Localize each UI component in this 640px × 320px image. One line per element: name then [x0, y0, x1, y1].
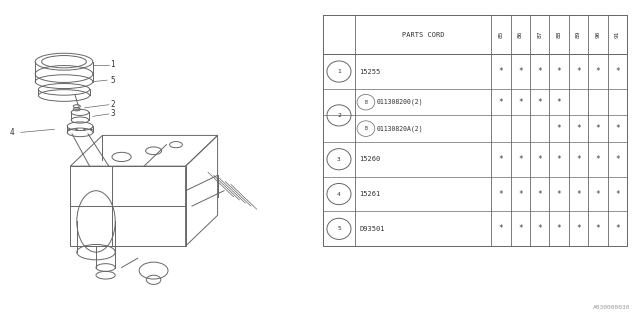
Text: 85: 85	[499, 31, 503, 38]
Text: B: B	[364, 126, 367, 131]
Text: *: *	[557, 67, 561, 76]
Text: *: *	[557, 98, 561, 107]
Text: 2: 2	[111, 100, 115, 109]
Text: *: *	[557, 189, 561, 198]
Text: *: *	[596, 67, 600, 76]
Text: 5: 5	[111, 76, 115, 84]
Text: *: *	[576, 224, 581, 233]
Text: *: *	[499, 155, 503, 164]
Text: *: *	[615, 67, 620, 76]
Text: *: *	[538, 155, 542, 164]
Text: 15261: 15261	[360, 191, 381, 197]
Text: 15255: 15255	[360, 68, 381, 75]
Text: *: *	[518, 67, 522, 76]
Text: A030000030: A030000030	[593, 305, 630, 310]
Text: *: *	[538, 98, 542, 107]
Text: 3: 3	[337, 157, 341, 162]
Text: 3: 3	[111, 109, 115, 118]
Text: *: *	[557, 124, 561, 133]
Text: *: *	[518, 155, 522, 164]
Text: 91: 91	[615, 31, 620, 38]
Text: *: *	[576, 189, 581, 198]
Text: *: *	[518, 189, 522, 198]
Text: 89: 89	[576, 31, 581, 38]
Text: 87: 87	[537, 31, 542, 38]
Text: *: *	[615, 155, 620, 164]
Text: *: *	[538, 67, 542, 76]
Text: *: *	[596, 189, 600, 198]
Text: *: *	[596, 224, 600, 233]
Text: *: *	[499, 98, 503, 107]
Text: *: *	[615, 124, 620, 133]
Text: *: *	[499, 67, 503, 76]
Text: *: *	[596, 124, 600, 133]
Text: *: *	[557, 155, 561, 164]
Text: PARTS CORD: PARTS CORD	[402, 32, 444, 38]
Text: 4: 4	[337, 192, 341, 196]
Text: *: *	[615, 189, 620, 198]
Text: *: *	[576, 124, 581, 133]
Text: 01130820A(2): 01130820A(2)	[377, 125, 424, 132]
Text: 2: 2	[337, 113, 341, 118]
Text: *: *	[518, 98, 522, 107]
Text: 88: 88	[557, 31, 562, 38]
Text: 1: 1	[337, 69, 341, 74]
Text: *: *	[518, 224, 522, 233]
Text: *: *	[499, 189, 503, 198]
Text: *: *	[557, 224, 561, 233]
Text: 011308200(2): 011308200(2)	[377, 99, 424, 105]
Text: B: B	[364, 100, 367, 105]
Text: *: *	[576, 155, 581, 164]
Text: 86: 86	[518, 31, 523, 38]
Text: *: *	[538, 224, 542, 233]
Text: *: *	[538, 189, 542, 198]
Text: *: *	[499, 224, 503, 233]
Text: 90: 90	[596, 31, 600, 38]
Text: 5: 5	[337, 226, 341, 231]
Text: *: *	[576, 67, 581, 76]
Text: 15260: 15260	[360, 156, 381, 162]
Text: D93501: D93501	[360, 226, 385, 232]
Text: *: *	[615, 224, 620, 233]
Text: 4: 4	[10, 128, 14, 137]
Text: *: *	[596, 155, 600, 164]
Text: 1: 1	[111, 60, 115, 69]
